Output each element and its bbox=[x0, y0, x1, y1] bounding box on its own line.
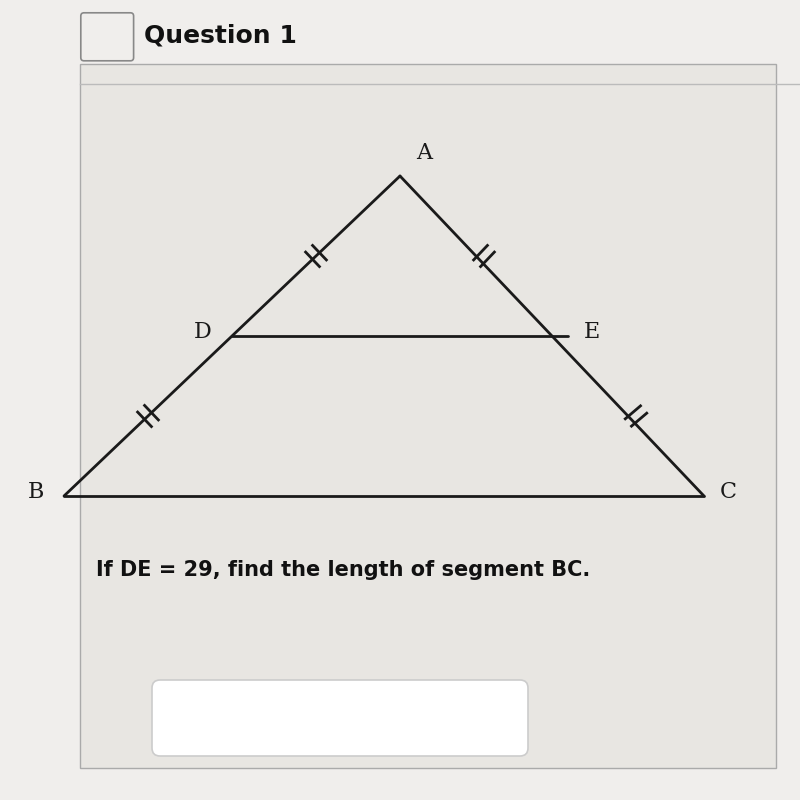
Text: Question 1: Question 1 bbox=[144, 24, 297, 48]
Text: E: E bbox=[584, 321, 600, 343]
FancyBboxPatch shape bbox=[81, 13, 134, 61]
Text: D: D bbox=[194, 321, 212, 343]
Text: If DE = 29, find the length of segment BC.: If DE = 29, find the length of segment B… bbox=[96, 560, 590, 580]
Text: A: A bbox=[416, 142, 432, 164]
Text: B: B bbox=[28, 481, 44, 503]
FancyBboxPatch shape bbox=[152, 680, 528, 756]
FancyBboxPatch shape bbox=[80, 64, 776, 768]
Text: C: C bbox=[720, 481, 737, 503]
